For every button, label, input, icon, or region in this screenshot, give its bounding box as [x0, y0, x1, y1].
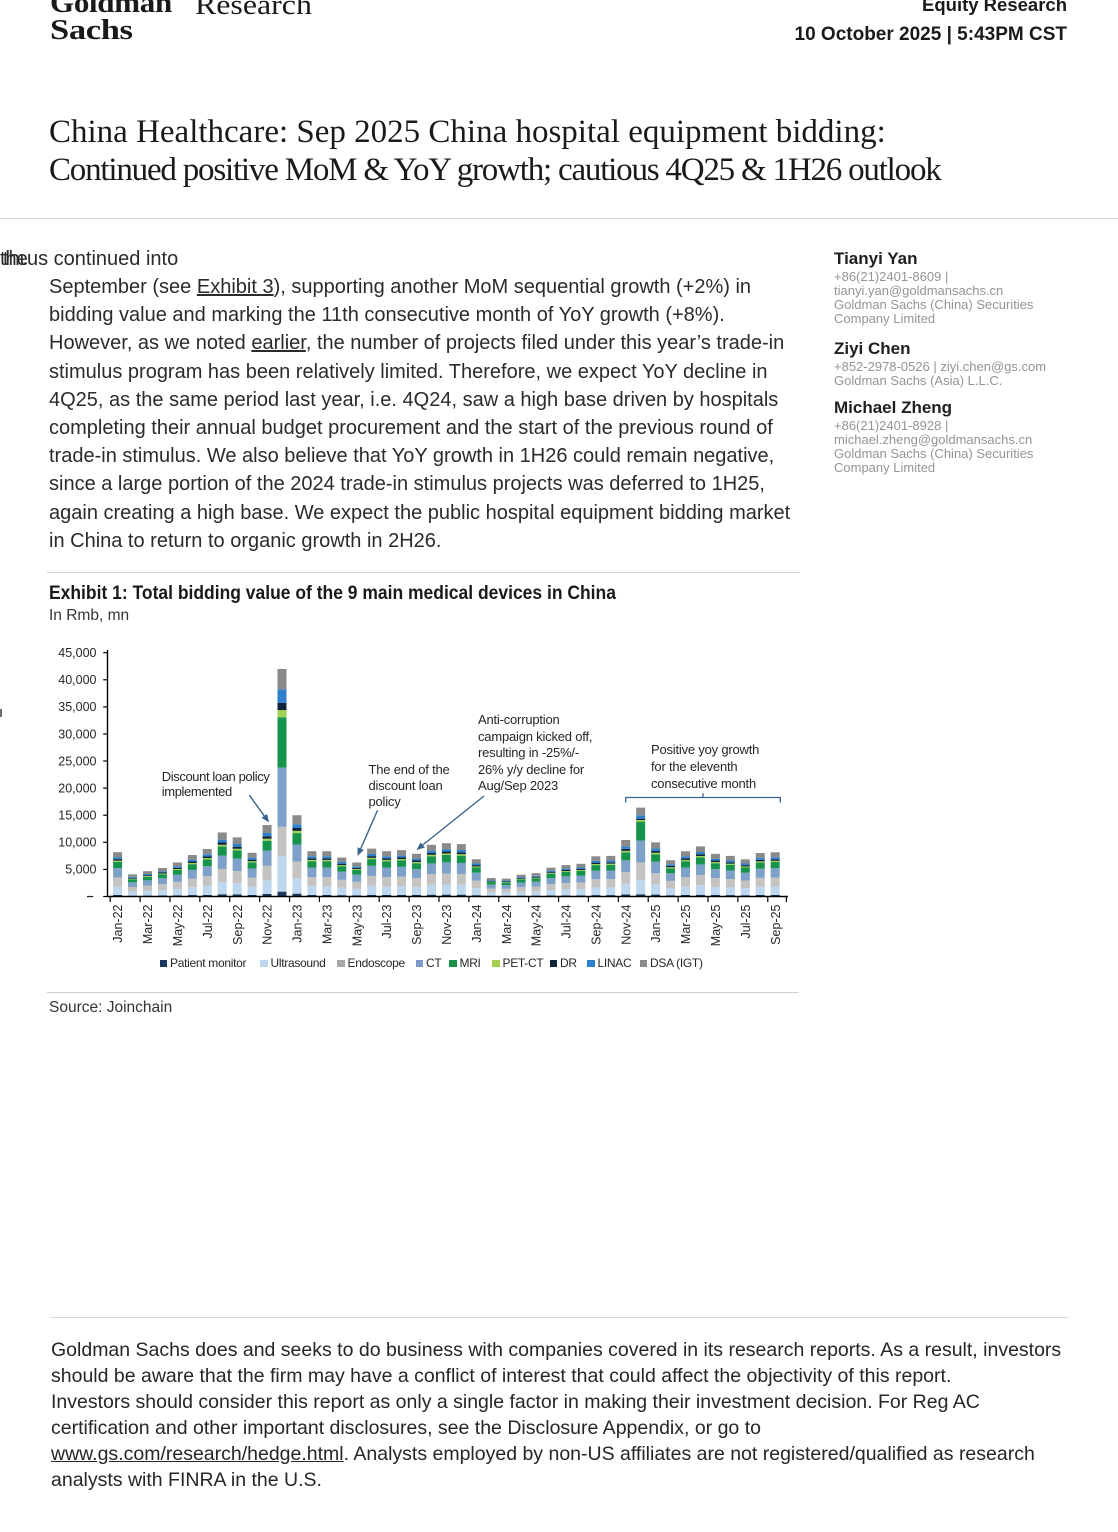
svg-text:Jan-24: Jan-24 — [470, 904, 484, 942]
svg-text:Sep-25: Sep-25 — [769, 904, 783, 944]
svg-text:Jul-25: Jul-25 — [739, 904, 753, 938]
svg-text:5,000: 5,000 — [65, 863, 96, 877]
svg-text:35,000: 35,000 — [58, 700, 96, 714]
svg-text:Jul-22: Jul-22 — [201, 904, 215, 938]
svg-text:40,000: 40,000 — [58, 673, 96, 687]
svg-text:20,000: 20,000 — [58, 781, 96, 795]
svg-text:Jan-23: Jan-23 — [291, 904, 305, 942]
svg-text:Sep-24: Sep-24 — [589, 904, 603, 944]
svg-text:Jan-22: Jan-22 — [111, 904, 125, 942]
svg-text:Nov-24: Nov-24 — [619, 904, 633, 944]
svg-text:Sep-23: Sep-23 — [410, 904, 424, 944]
svg-text:Jul-23: Jul-23 — [380, 904, 394, 938]
svg-text:15,000: 15,000 — [58, 809, 96, 823]
svg-text:30,000: 30,000 — [58, 727, 96, 741]
svg-text:Mar-24: Mar-24 — [500, 904, 514, 944]
svg-text:May-22: May-22 — [171, 904, 185, 946]
svg-text:Mar-25: Mar-25 — [679, 904, 693, 944]
svg-text:Jan-25: Jan-25 — [649, 904, 663, 942]
svg-text:May-25: May-25 — [709, 904, 723, 946]
svg-text:May-23: May-23 — [350, 904, 364, 946]
svg-text:Nov-22: Nov-22 — [261, 904, 275, 944]
svg-text:May-24: May-24 — [530, 904, 544, 946]
svg-text:45,000: 45,000 — [58, 646, 96, 660]
svg-text:Nov-23: Nov-23 — [440, 904, 454, 944]
svg-text:Mar-22: Mar-22 — [141, 904, 155, 944]
svg-text:Jul-24: Jul-24 — [560, 904, 574, 938]
svg-text:Mar-23: Mar-23 — [320, 904, 334, 944]
svg-text:10,000: 10,000 — [58, 836, 96, 850]
svg-text:Sep-22: Sep-22 — [231, 904, 245, 944]
svg-text:25,000: 25,000 — [58, 754, 96, 768]
